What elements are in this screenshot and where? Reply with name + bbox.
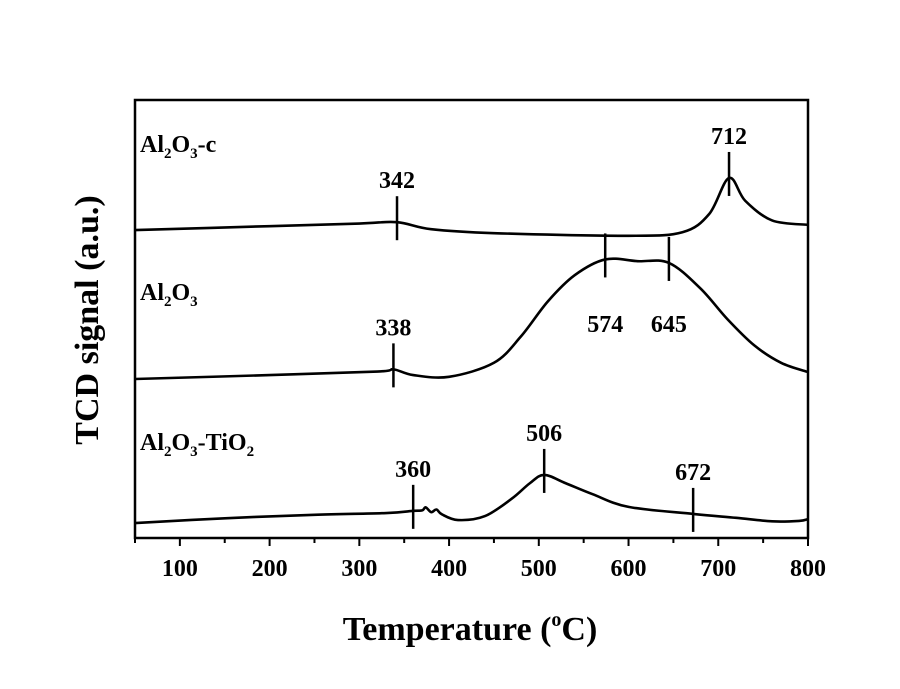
series-label-part: O xyxy=(172,132,191,158)
series-label-part: 2 xyxy=(164,444,172,460)
series-label-part: Al xyxy=(140,132,164,158)
series-label-part: 2 xyxy=(164,294,172,310)
x-axis-title-sup: o xyxy=(551,609,561,631)
x-tick-label: 700 xyxy=(700,556,736,582)
peak-label: 506 xyxy=(526,421,562,447)
series-line-al2o3-tio2 xyxy=(134,473,809,525)
series-label-part: -c xyxy=(198,132,217,158)
series-label-part: 3 xyxy=(190,294,198,310)
series-label-part: 2 xyxy=(164,146,172,162)
plot-frame xyxy=(133,98,810,540)
x-axis-title-end: C) xyxy=(561,611,597,648)
x-tick-label: 400 xyxy=(431,556,467,582)
x-tick-label: 100 xyxy=(162,556,198,582)
peak-label: 338 xyxy=(375,315,411,341)
x-axis-ticks: 100 200 300 400 500 600 700 800 xyxy=(134,538,826,582)
x-axis-title: Temperature (oC) xyxy=(343,609,598,648)
series-label-part: Al xyxy=(140,280,164,306)
series-label-part: 3 xyxy=(190,146,198,162)
series-label-part: O xyxy=(172,430,191,456)
y-axis-title: TCD signal (a.u.) xyxy=(69,195,106,444)
peak-markers: 342 712 338 574 645 360 506 672 xyxy=(375,124,747,532)
x-tick-label: 200 xyxy=(252,556,288,582)
series-label-part: -TiO xyxy=(198,430,247,456)
series-label: Al2O3-c xyxy=(140,132,217,162)
series-line-al2o3 xyxy=(134,257,809,381)
x-tick-label: 600 xyxy=(611,556,647,582)
peak-label: 672 xyxy=(675,460,711,486)
series-label-part: 3 xyxy=(190,444,198,460)
series-label-part: O xyxy=(172,280,191,306)
series-label: Al2O3 xyxy=(140,280,198,310)
series-label-part: Al xyxy=(140,430,164,456)
peak-label: 574 xyxy=(587,312,623,338)
peak-label: 712 xyxy=(711,124,747,150)
series-label: Al2O3-TiO2 xyxy=(140,430,254,460)
series-line-al2o3-c xyxy=(134,176,809,238)
x-tick-label: 500 xyxy=(521,556,557,582)
peak-label: 342 xyxy=(379,168,415,194)
x-tick-label: 800 xyxy=(790,556,826,582)
peak-label: 360 xyxy=(395,457,431,483)
peak-label: 645 xyxy=(651,312,687,338)
x-tick-label: 300 xyxy=(341,556,377,582)
series-label-part: 2 xyxy=(247,444,255,460)
x-axis-title-main: Temperature ( xyxy=(343,611,552,648)
